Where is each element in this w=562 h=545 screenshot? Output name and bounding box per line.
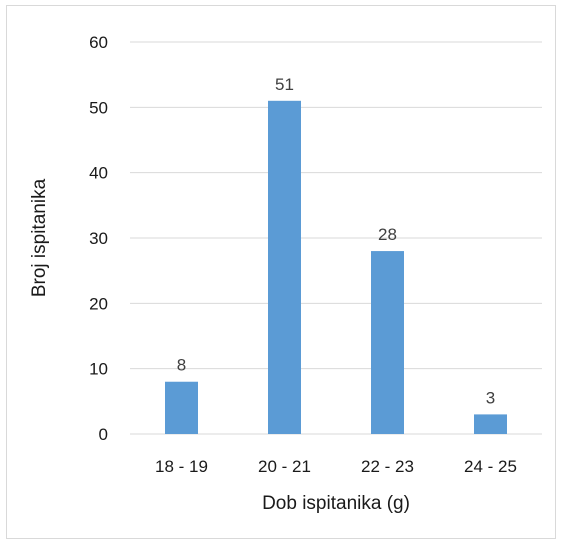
x-tick-label-18-19: 18 - 19 — [155, 457, 208, 476]
y-axis-ticks: 0 10 20 30 40 50 60 — [89, 33, 108, 444]
data-label-18-19: 8 — [177, 356, 186, 375]
y-tick-label-10: 10 — [89, 360, 108, 379]
bar-18-19 — [165, 381, 198, 434]
y-tick-label-60: 60 — [89, 33, 108, 52]
x-axis-ticks: 18 - 19 20 - 21 22 - 23 24 - 25 — [155, 457, 517, 476]
x-tick-label-24-25: 24 - 25 — [464, 457, 517, 476]
x-tick-label-22-23: 22 - 23 — [361, 457, 414, 476]
bar-24-25 — [474, 414, 507, 434]
data-label-20-21: 51 — [275, 75, 294, 94]
y-tick-label-50: 50 — [89, 98, 108, 117]
y-tick-label-30: 30 — [89, 229, 108, 248]
y-tick-label-20: 20 — [89, 294, 108, 313]
x-axis-title: Dob ispitanika (g) — [262, 493, 410, 514]
gridlines — [130, 41, 542, 435]
data-labels: 8 51 28 3 — [177, 75, 495, 408]
y-tick-label-0: 0 — [99, 425, 108, 444]
data-label-22-23: 28 — [378, 225, 397, 244]
y-axis-title: Broj ispitanika — [29, 178, 50, 297]
x-tick-label-20-21: 20 - 21 — [258, 457, 311, 476]
bar-22-23 — [371, 251, 404, 434]
y-tick-label-40: 40 — [89, 164, 108, 183]
data-label-24-25: 3 — [486, 388, 495, 407]
bar-20-21 — [268, 100, 301, 435]
bars — [165, 100, 507, 435]
